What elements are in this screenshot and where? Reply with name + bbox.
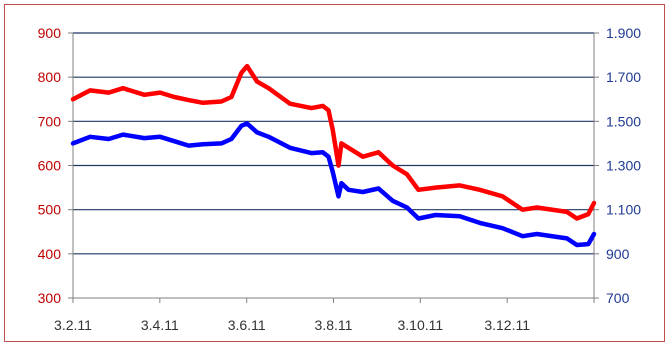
right-tick-label: 1.900 — [606, 25, 641, 41]
series-lines — [70, 63, 597, 248]
left-tick-label: 700 — [38, 113, 62, 129]
right-axis-ticks: 700 900 1.100 1.300 1.500 1.700 1.900 — [606, 25, 641, 306]
left-tick-label: 900 — [38, 25, 62, 41]
series-line-0 — [70, 63, 597, 221]
series-line-1 — [70, 121, 597, 248]
left-tick-label: 400 — [38, 246, 62, 262]
x-axis-ticks: 3.2.11 3.4.11 3.6.11 3.8.11 3.10.11 3.12.11 — [54, 317, 530, 333]
right-tick-label: 900 — [606, 246, 630, 262]
right-tick-label: 1.100 — [606, 202, 641, 218]
x-tick-label: 3.10.11 — [397, 317, 443, 333]
x-tick-label: 3.6.11 — [228, 317, 266, 333]
axes — [68, 32, 599, 303]
left-tick-label: 300 — [38, 290, 62, 306]
right-tick-label: 1.500 — [606, 113, 641, 129]
x-tick-label: 3.12.11 — [484, 317, 530, 333]
gridlines — [73, 32, 594, 255]
right-tick-label: 1.300 — [606, 158, 641, 174]
right-tick-label: 700 — [606, 290, 630, 306]
x-tick-label: 3.8.11 — [315, 317, 353, 333]
left-tick-label: 500 — [38, 202, 62, 218]
right-tick-label: 1.700 — [606, 69, 641, 85]
left-tick-label: 800 — [38, 69, 62, 85]
left-tick-label: 600 — [38, 158, 62, 174]
left-axis-ticks: 300 400 500 600 700 800 900 — [38, 25, 62, 306]
x-tick-label: 3.2.11 — [54, 317, 92, 333]
x-tick-label: 3.4.11 — [141, 317, 179, 333]
